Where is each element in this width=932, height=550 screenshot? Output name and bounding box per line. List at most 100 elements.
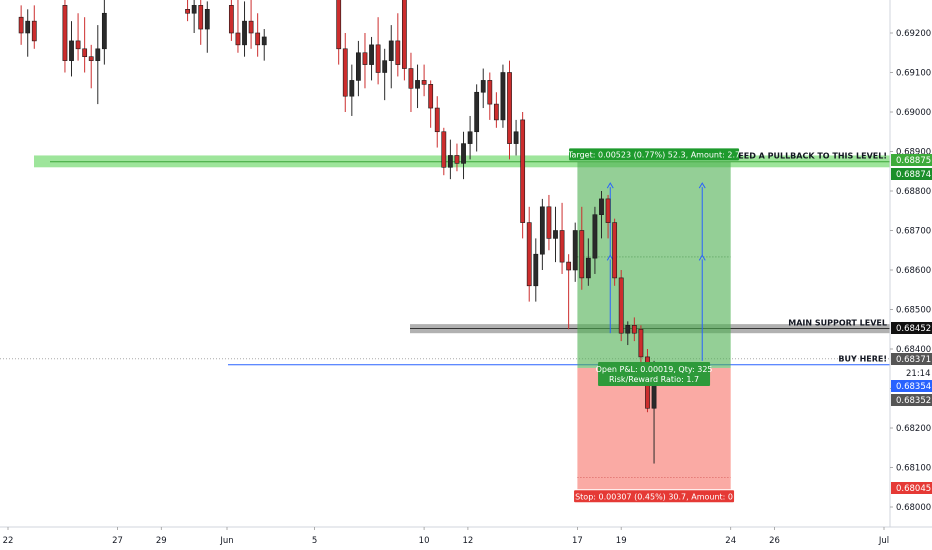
risk-reward-label: Risk/Reward Ratio: 1.7 <box>609 375 699 384</box>
candle-body-39 <box>461 143 466 164</box>
resistance-note: WE NEED A PULLBACK TO THIS LEVEL! <box>715 151 887 160</box>
candle-body-22 <box>349 80 355 97</box>
price-tag-label-buy: 0.68371 <box>896 355 931 365</box>
candle-body-13 <box>204 9 210 30</box>
target-label-bg <box>569 148 740 161</box>
time-tick-label-7: 17 <box>572 536 583 546</box>
time-tick-label-9: 24 <box>725 536 736 546</box>
candle-body-24 <box>362 52 368 65</box>
candle-body-1 <box>25 20 31 34</box>
candle-body-3 <box>62 5 68 61</box>
candle-body-21 <box>342 48 348 97</box>
candle-body-38 <box>454 155 460 164</box>
price-tag-target_zone <box>891 154 932 166</box>
candle-body-7 <box>88 56 94 61</box>
time-tick-label-5: 10 <box>419 536 430 546</box>
open-pnl-label: Open P&L: 0.00019, Qty: 325 <box>596 365 713 374</box>
price-tick-label-12: 0.68000 <box>896 503 931 513</box>
pnl-label-bg <box>598 361 711 386</box>
candle-body-17 <box>248 20 254 34</box>
candle-body-46 <box>507 72 512 144</box>
price-axis[interactable]: 0.69200 0.69100 0.69000 0.68900 0.68800 0.687… <box>889 0 932 527</box>
candle-body-40 <box>467 131 473 144</box>
candle-body-41 <box>474 91 480 133</box>
price-tag-entry <box>891 394 932 406</box>
candle-body-15 <box>235 32 241 46</box>
candle-body-14 <box>228 5 234 34</box>
arrow-head-3 <box>698 254 706 261</box>
time-tick-label-1: 27 <box>112 536 123 546</box>
time-tick-label-8: 19 <box>616 536 627 546</box>
candle-body-33 <box>421 80 427 85</box>
take-profit-zone[interactable] <box>577 161 731 368</box>
price-tag-label-target_line: 0.68874 <box>896 170 931 180</box>
candle-body-25 <box>369 44 374 65</box>
price-tag-target_line <box>891 168 932 180</box>
candle-body-30 <box>401 0 407 69</box>
time-axis[interactable]: 22 27 29 Jun 5 10 12 17 19 24 26 Jul <box>0 526 932 546</box>
price-tag-label-target_zone: 0.68875 <box>896 156 931 166</box>
candle-body-26 <box>375 44 381 73</box>
arrow-head-0 <box>606 182 614 189</box>
price-tick-label-0: 0.69200 <box>896 29 931 39</box>
price-tag-label-entry: 0.68352 <box>896 396 931 406</box>
position-labels: WE NEED A PULLBACK TO THIS LEVEL! MAIN SU… <box>567 148 887 503</box>
candle-body-31 <box>408 68 414 89</box>
price-tick-label-1: 0.69100 <box>896 69 931 79</box>
candle-body-63 <box>618 277 624 334</box>
candle-body-42 <box>480 80 486 93</box>
candle-body-61 <box>605 198 611 223</box>
price-tick-label-7: 0.68500 <box>896 306 931 316</box>
candle-body-54 <box>559 230 565 263</box>
candle-body-66 <box>638 328 644 358</box>
time-tick-label-2: 29 <box>156 536 167 546</box>
candle-body-28 <box>388 40 394 61</box>
candle-body-32 <box>415 80 420 89</box>
time-tick-label-11: Jul <box>878 536 889 546</box>
candle-body-64 <box>625 324 631 334</box>
candle-body-57 <box>579 230 585 279</box>
candle-body-52 <box>546 206 552 239</box>
price-tick-label-2: 0.69000 <box>896 108 931 118</box>
price-tag-stop <box>891 482 932 494</box>
candle-body-9 <box>101 12 107 50</box>
price-tick-label-6: 0.68600 <box>896 266 931 276</box>
candle-body-20 <box>336 0 342 50</box>
candle-body-44 <box>493 103 499 121</box>
candle-body-51 <box>539 206 545 255</box>
price-tag-buy <box>891 353 932 365</box>
candle-body-35 <box>434 107 440 133</box>
price-tick-label-11: 0.68100 <box>896 464 931 474</box>
price-tag-label-stop: 0.68045 <box>896 484 931 494</box>
candle-body-23 <box>355 52 361 81</box>
candle-body-27 <box>382 60 388 73</box>
candle-body-11 <box>191 5 197 14</box>
candle-body-4 <box>69 40 74 61</box>
candle-body-37 <box>447 155 453 168</box>
candle-body-2 <box>31 20 37 42</box>
target-label: Target: 0.00523 (0.77%) 52.3, Amount: 2.… <box>567 151 740 160</box>
candle-body-8 <box>95 48 101 61</box>
candle-body-5 <box>75 40 81 50</box>
time-tick-label-0: 22 <box>3 536 14 546</box>
candle-body-55 <box>566 261 572 271</box>
buy-note: BUY HERE! <box>838 354 887 363</box>
support-note: MAIN SUPPORT LEVEL <box>788 318 887 327</box>
candle-body-59 <box>592 214 598 259</box>
candle-body-36 <box>441 131 447 168</box>
candle-body-12 <box>198 5 204 30</box>
price-tag-label-support: 0.68452 <box>896 324 931 334</box>
price-tag-countdown <box>891 367 932 379</box>
candle-body-16 <box>242 20 247 46</box>
time-tick-label-4: 5 <box>312 536 317 546</box>
price-tick-label-8: 0.68400 <box>896 345 931 355</box>
price-tick-label-10: 0.68200 <box>896 424 931 434</box>
arrow-head-2 <box>698 182 706 189</box>
time-tick-label-6: 12 <box>462 536 473 546</box>
candle-body-65 <box>631 324 637 334</box>
price-tag-label-current: 0.68354 <box>896 382 931 392</box>
candle-body-19 <box>261 36 267 46</box>
